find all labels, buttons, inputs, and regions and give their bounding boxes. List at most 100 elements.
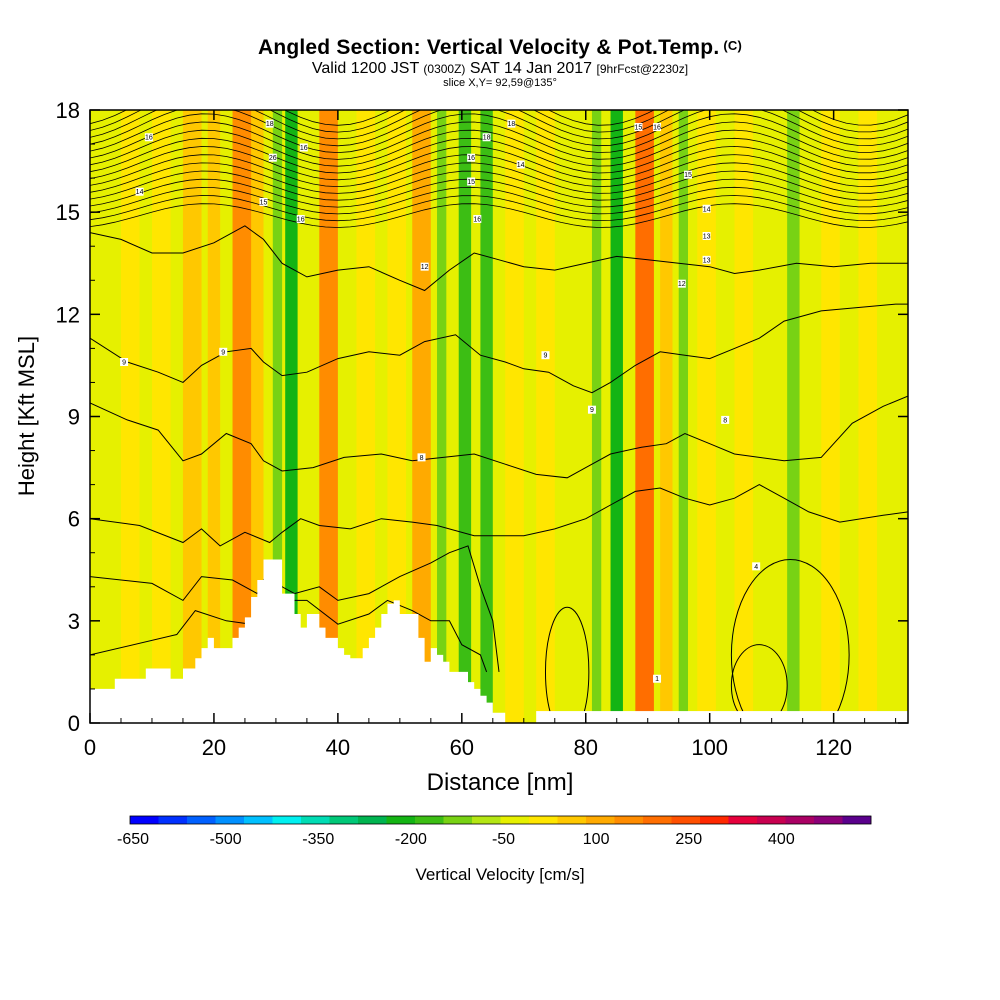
y-tick-label: 3	[68, 609, 80, 634]
isotherm-line	[90, 186, 908, 215]
velocity-band	[536, 110, 555, 723]
colorbar-swatch	[557, 816, 587, 824]
colorbar-frame	[129, 815, 872, 825]
chart-title: Angled Section: Vertical Velocity & Pot.…	[0, 36, 1000, 60]
contour-label: 9	[590, 407, 594, 414]
colorbar-swatch	[842, 816, 872, 824]
velocity-band	[182, 110, 202, 723]
contour-label: 18	[483, 135, 491, 142]
contour-label-bg	[265, 119, 274, 128]
contour-label-bg	[702, 255, 711, 264]
velocity-band	[458, 110, 472, 723]
contour-label: 8	[420, 455, 424, 462]
y-tick-label: 18	[56, 98, 80, 123]
contour-label-bg	[587, 405, 596, 414]
colorbar-swatch	[472, 816, 501, 824]
colorbar-swatch	[443, 816, 473, 824]
contour-label: 15	[260, 199, 268, 206]
colorbar-tick-label: 100	[583, 831, 610, 848]
velocity-band	[251, 110, 264, 723]
contour-label-bg	[268, 153, 277, 162]
contour-label: 12	[678, 281, 686, 288]
colorbar-tick-label: -200	[395, 831, 427, 848]
isotherm-contours	[90, 110, 908, 723]
velocity-band	[387, 110, 407, 723]
contour-label-bg	[634, 123, 643, 132]
contour-label-bg	[702, 232, 711, 241]
contour-label-bg	[516, 160, 525, 169]
isotherm-line	[90, 129, 908, 167]
x-tick-label: 40	[326, 735, 350, 760]
velocity-band	[734, 110, 754, 723]
contour-label-bg	[259, 197, 268, 206]
contour-label-bg	[120, 358, 129, 367]
contour-label-bg	[417, 453, 426, 462]
y-tick-label: 15	[56, 200, 80, 225]
velocity-band	[151, 110, 171, 723]
isotherm-line	[90, 154, 908, 188]
isotherm-line	[90, 162, 908, 194]
velocity-band	[480, 110, 493, 723]
colorbar-swatch	[728, 816, 758, 824]
forecast-label: [9hrFcst@2230z]	[596, 62, 689, 76]
x-tick-label: 60	[450, 735, 474, 760]
velocity-field	[90, 110, 908, 723]
contour-label-bg	[296, 214, 305, 223]
colorbar-label: Vertical Velocity [cm/s]	[415, 865, 584, 884]
contour-label-bg	[653, 674, 662, 683]
contour-label: 26	[269, 155, 277, 162]
velocity-band	[678, 110, 689, 723]
terrain-mask	[536, 711, 908, 723]
colorbar-swatch	[272, 816, 302, 824]
isotherm-line	[730, 559, 850, 723]
contour-label: 16	[300, 145, 308, 152]
colorbar-swatch	[757, 816, 786, 824]
velocity-band	[858, 110, 878, 723]
x-tick-label: 0	[84, 735, 96, 760]
contour-label-bg	[219, 347, 228, 356]
x-tick-label: 80	[574, 735, 598, 760]
isotherm-line	[90, 121, 908, 160]
isotherm-line	[90, 303, 908, 394]
isotherm-line	[90, 395, 908, 479]
colorbar-tick-label: -350	[302, 831, 334, 848]
contour-label-bg	[299, 143, 308, 152]
isotherm-line	[90, 170, 908, 201]
colorbar-swatch	[671, 816, 701, 824]
contour-label: 15	[684, 172, 692, 179]
velocity-band	[635, 110, 654, 723]
contour-label: 9	[122, 360, 126, 367]
contour-label: 18	[266, 121, 274, 128]
colorbar-swatch	[643, 816, 672, 824]
isotherm-line	[90, 145, 908, 181]
y-tick-label: 6	[68, 507, 80, 532]
x-tick-label: 100	[691, 735, 728, 760]
colorbar-tick-label: 400	[768, 831, 795, 848]
y-tick-label: 9	[68, 405, 80, 430]
contour-label-bg	[653, 123, 662, 132]
x-tick-label: 20	[202, 735, 226, 760]
terrain-mask	[90, 559, 537, 723]
chart-subtitle: Valid 1200 JST (0300Z) SAT 14 Jan 2017 […	[0, 60, 1000, 78]
velocity-band	[591, 110, 602, 723]
colorbar-swatch	[386, 816, 416, 824]
contour-label: 13	[703, 234, 711, 241]
valid-date: SAT 14 Jan 2017	[469, 60, 593, 77]
colorbar-swatch	[130, 816, 159, 824]
contour-label: 15	[467, 179, 475, 186]
y-tick-label: 12	[56, 302, 80, 327]
colorbar-tick-label: 250	[675, 831, 702, 848]
contour-label-bg	[677, 279, 686, 288]
contour-label-bg	[467, 177, 476, 186]
contour-label-bg	[702, 204, 711, 213]
contour-label: 8	[723, 417, 727, 424]
contour-label: 13	[703, 257, 711, 264]
colorbar: -650 -500 -350 -200 -50 100 250 400	[117, 815, 872, 848]
contour-label-bg	[144, 133, 153, 142]
copyright-mark: (C)	[723, 38, 743, 53]
isotherm-line	[90, 484, 908, 547]
contour-label: 14	[517, 162, 525, 169]
x-tick-label: 120	[815, 735, 852, 760]
